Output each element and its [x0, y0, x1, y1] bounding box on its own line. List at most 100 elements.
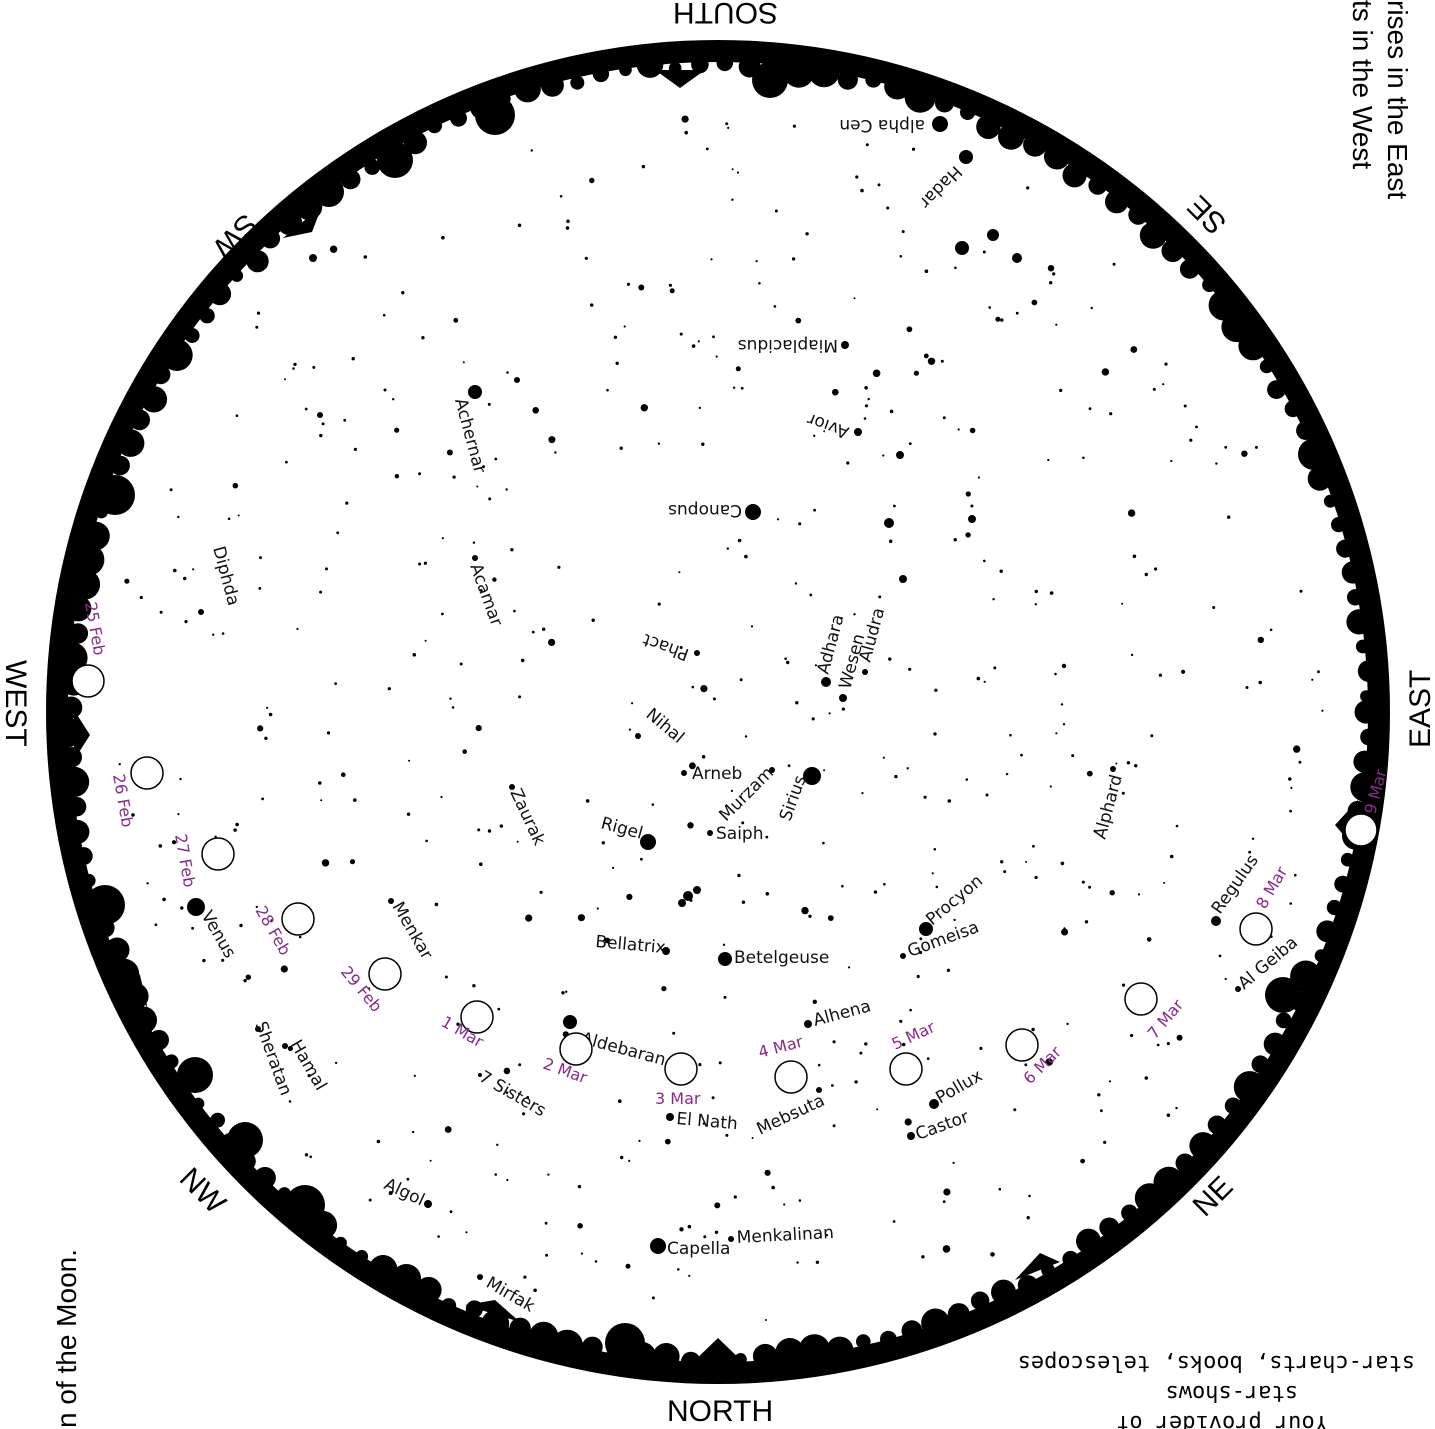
- bright-star: [987, 229, 999, 241]
- rigel-star: [640, 834, 656, 850]
- moon-8: [774, 1060, 808, 1094]
- tree-bump: [65, 595, 92, 622]
- faint-star: [406, 1177, 410, 1181]
- tree-bump: [184, 328, 200, 343]
- faint-star: [287, 1045, 293, 1052]
- faint-star: [1025, 860, 1028, 863]
- faint-star: [735, 366, 741, 372]
- faint-star: [304, 1153, 309, 1157]
- faint-star: [1257, 636, 1265, 644]
- tree-clump: [475, 95, 515, 135]
- faint-star: [577, 1223, 583, 1229]
- faint-star: [1121, 791, 1125, 795]
- tree-bump: [481, 1309, 510, 1338]
- faint-star: [678, 571, 681, 574]
- faint-star: [725, 1133, 729, 1137]
- procyon-star: [919, 922, 933, 936]
- faint-star: [711, 1096, 715, 1100]
- faint-star: [180, 906, 184, 910]
- tree-bump: [921, 1308, 950, 1338]
- faint-star: [446, 449, 453, 456]
- mirfak-star: [477, 1274, 483, 1280]
- faint-star: [1166, 1113, 1171, 1117]
- faint-star: [477, 828, 481, 832]
- faint-star: [808, 914, 812, 918]
- faint-star: [1130, 653, 1134, 657]
- faint-star: [899, 1019, 903, 1023]
- faint-star: [1112, 262, 1116, 266]
- faint-star: [626, 282, 631, 286]
- moon-4: [368, 957, 402, 991]
- faint-star: [1134, 764, 1138, 768]
- regulus-star: [1211, 916, 1221, 926]
- faint-star: [525, 914, 533, 922]
- faint-star: [926, 1057, 930, 1060]
- faint-star: [202, 958, 206, 963]
- faint-star: [548, 436, 556, 444]
- faint-star: [1311, 678, 1314, 681]
- faint-star: [434, 902, 439, 907]
- tree-bump: [108, 958, 140, 990]
- faint-star: [319, 590, 323, 594]
- tree-bump: [1233, 1071, 1266, 1103]
- faint-star: [795, 701, 799, 705]
- faint-star: [1047, 458, 1050, 462]
- tree-clump: [227, 1122, 263, 1158]
- faint-star: [177, 813, 180, 816]
- moon-13: [1344, 813, 1378, 847]
- tree-bump: [592, 65, 610, 83]
- faint-star: [1084, 920, 1089, 924]
- faint-star: [1269, 628, 1273, 632]
- faint-star: [177, 515, 180, 519]
- faint-star: [462, 749, 468, 754]
- tree-bump: [1062, 1250, 1079, 1268]
- bottom-note-line3: Your provider of: [1116, 1410, 1328, 1429]
- faint-star: [191, 926, 195, 930]
- faint-star: [1061, 928, 1069, 936]
- faint-star: [679, 646, 683, 649]
- faint-star: [412, 653, 417, 657]
- venus-star: [187, 898, 205, 916]
- faint-star: [822, 841, 825, 845]
- faint-star: [368, 1198, 372, 1202]
- faint-star: [1009, 733, 1012, 737]
- al-geiba-star: [1235, 986, 1241, 992]
- faint-star: [506, 371, 509, 374]
- faint-star: [672, 1031, 676, 1035]
- faint-star: [741, 821, 745, 825]
- tree-bump: [450, 109, 467, 127]
- faint-star: [440, 795, 443, 799]
- faint-star: [1055, 323, 1058, 326]
- tree-bump: [1139, 222, 1167, 249]
- faint-star: [411, 1130, 415, 1134]
- faint-star: [425, 839, 428, 843]
- faint-star: [733, 1195, 737, 1199]
- tree-bump: [865, 71, 882, 88]
- faint-star: [162, 897, 166, 902]
- faint-star: [1115, 762, 1118, 765]
- faint-star: [832, 388, 839, 396]
- sw-marker: [283, 206, 322, 238]
- faint-star: [158, 844, 163, 848]
- faint-star: [577, 914, 586, 922]
- faint-star: [544, 1221, 548, 1225]
- tree-clump: [95, 475, 135, 515]
- faint-star: [1097, 1093, 1101, 1097]
- faint-star: [232, 482, 239, 489]
- faint-star: [979, 1046, 983, 1050]
- faint-star: [1003, 870, 1007, 874]
- faint-star: [309, 1155, 313, 1159]
- tree-bump: [1307, 466, 1332, 491]
- faint-star: [755, 260, 758, 263]
- tree-bump: [1017, 1275, 1038, 1296]
- tree-bump: [1284, 400, 1302, 418]
- faint-star: [1005, 772, 1009, 776]
- moon-label-7: 3 Mar: [655, 1089, 701, 1108]
- faint-star: [1224, 445, 1228, 449]
- faint-star: [876, 1108, 879, 1111]
- tree-bump: [151, 364, 171, 385]
- faint-star: [906, 326, 913, 333]
- faint-star: [293, 362, 297, 367]
- faint-star: [701, 442, 705, 446]
- tree-clump: [605, 1323, 645, 1363]
